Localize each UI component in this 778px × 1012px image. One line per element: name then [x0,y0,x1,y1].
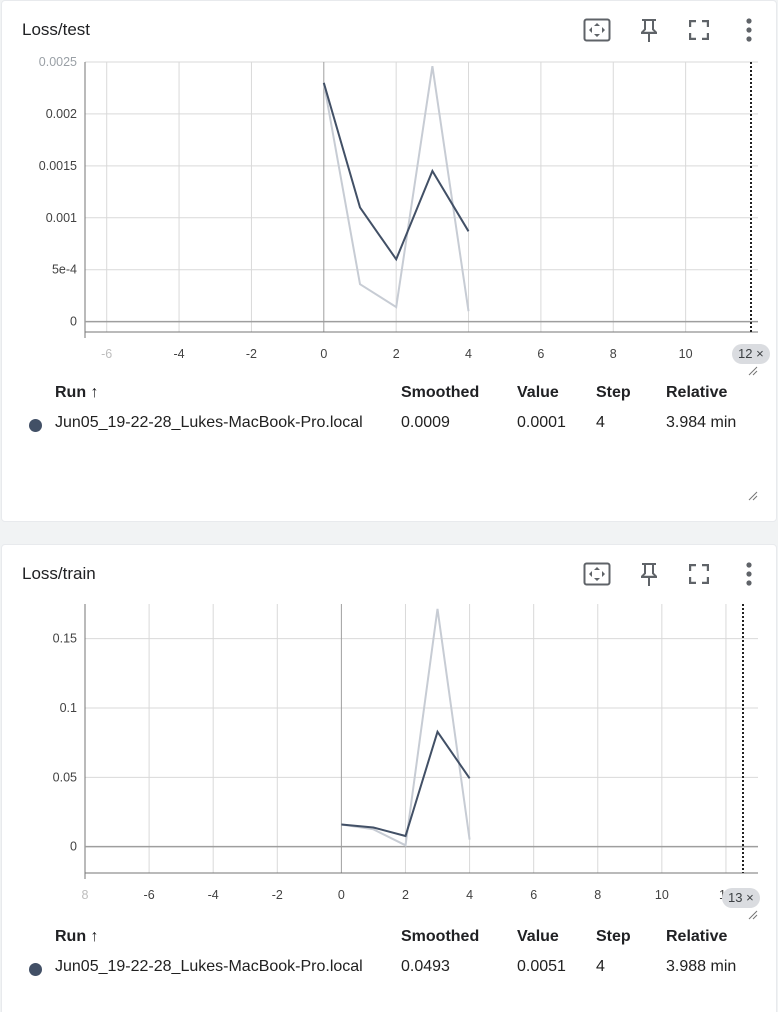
header-smoothed[interactable]: Smoothed [401,384,480,401]
fit-domain-button[interactable] [580,13,614,47]
y-tick-label: 0.002 [46,107,77,121]
y-tick-label: 0.1 [60,701,77,715]
raw-series-line [322,66,470,312]
pin-icon [641,563,657,586]
header-run[interactable]: Run ↑ [55,928,99,945]
chart-card-loss-test: Loss/test 0 5e-4 0.001 0.0015 0.002 0.0025 -6 -… [1,0,777,522]
header-value[interactable]: Value [517,384,559,401]
x-tick-label: 0 [338,888,345,902]
card-title: Loss/train [22,564,96,583]
x-tick-label: 8 [594,888,601,902]
x-tick-label: 0 [320,347,327,361]
smoothed-value: 0.0009 [401,414,450,431]
x-tick-label: 10 [679,347,693,361]
relative-time: 3.984 min [666,414,737,431]
resize-icon [748,910,758,920]
x-tick-label: -4 [174,347,185,361]
card-title: Loss/test [22,20,91,39]
header-step[interactable]: Step [596,384,631,401]
run-color-dot [29,419,42,432]
card-toolbar [580,557,770,591]
raw-series-line [341,608,471,847]
table-resize-handle[interactable] [748,491,758,501]
step-value: 4 [596,958,605,975]
run-name: Jun05_19-22-28_Lukes-MacBook-Pro.local [55,414,363,431]
header-value[interactable]: Value [517,928,559,945]
x-tick-label: 6 [530,888,537,902]
x-tick-label: -2 [272,888,283,902]
line-chart-svg[interactable]: 0 5e-4 0.001 0.0015 0.002 0.0025 -6 -4 -2 0 2 4 6 8 10 [2,56,778,381]
x-tick-label: 4 [466,888,473,902]
x-tick-label: 8 [610,347,617,361]
smoothed-series-line [341,729,471,838]
header-relative[interactable]: Relative [666,928,728,945]
y-tick-label: 0 [70,315,77,329]
fullscreen-icon [689,20,709,40]
x-tick-label: 2 [402,888,409,902]
run-table-header: Run ↑ Smoothed Value Step Relative [2,384,778,408]
x-max-badge[interactable]: 13 × [722,888,760,908]
y-tick-label: 0.001 [46,211,77,225]
y-tick-label: 0.0025 [39,56,77,69]
y-tick-label: 0.0015 [39,159,77,173]
raw-value: 0.0001 [517,414,566,431]
more-vert-icon [746,562,752,586]
fit-domain-icon [583,18,611,42]
step-value: 4 [596,414,605,431]
table-row: Jun05_19-22-28_Lukes-MacBook-Pro.local 0… [2,414,778,438]
pin-icon [641,19,657,42]
run-color-dot [29,963,42,976]
card-toolbar [580,13,770,47]
y-tick-label: 0.05 [53,770,77,784]
more-options-button[interactable] [732,13,766,47]
chart-resize-handle[interactable] [748,910,758,920]
resize-icon [748,366,758,376]
chart-card-loss-train: Loss/train 00.050.10.158-6-4-2024681012 … [1,544,777,1012]
header-smoothed[interactable]: Smoothed [401,928,480,945]
x-tick-label: 8 [82,888,89,902]
x-tick-label: 10 [655,888,669,902]
y-tick-label: 0.15 [53,632,77,646]
x-tick-label: -2 [246,347,257,361]
line-chart[interactable]: 0 5e-4 0.001 0.0015 0.002 0.0025 -6 -4 -2 0 2 4 6 8 10… [2,56,778,381]
table-row: Jun05_19-22-28_Lukes-MacBook-Pro.local 0… [2,958,778,982]
x-tick-label: 6 [537,347,544,361]
x-max-badge[interactable]: 12 × [732,344,770,364]
chart-resize-handle[interactable] [748,366,758,376]
x-tick-label: -6 [101,347,112,361]
y-tick-label: 5e-4 [52,263,77,277]
x-tick-label: 2 [393,347,400,361]
fit-domain-button[interactable] [580,557,614,591]
smoothed-value: 0.0493 [401,958,450,975]
relative-time: 3.988 min [666,958,737,975]
fullscreen-button[interactable] [682,13,716,47]
fullscreen-button[interactable] [682,557,716,591]
header-run[interactable]: Run ↑ [55,384,99,401]
y-tick-label: 0 [70,840,77,854]
smoothed-series-line [322,82,470,262]
x-tick-label: -6 [144,888,155,902]
more-options-button[interactable] [732,557,766,591]
raw-value: 0.0051 [517,958,566,975]
x-tick-label: -4 [208,888,219,902]
pin-button[interactable] [632,557,666,591]
resize-icon [748,491,758,501]
x-tick-label: 4 [465,347,472,361]
pin-button[interactable] [632,13,666,47]
header-step[interactable]: Step [596,928,631,945]
more-vert-icon [746,18,752,42]
header-relative[interactable]: Relative [666,384,728,401]
run-table-header: Run ↑ Smoothed Value Step Relative [2,928,778,952]
fit-domain-icon [583,562,611,586]
run-name: Jun05_19-22-28_Lukes-MacBook-Pro.local [55,958,363,975]
fullscreen-icon [689,564,709,584]
